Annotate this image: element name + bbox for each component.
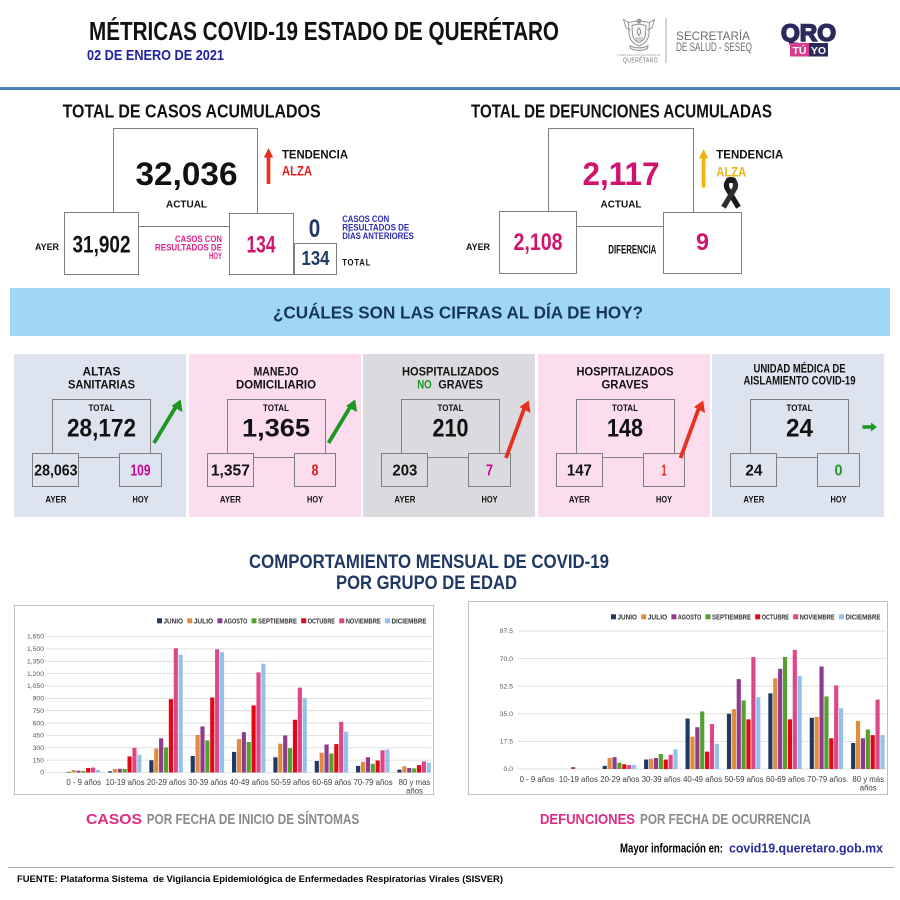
svg-text:años: años — [406, 787, 423, 796]
svg-text:AYER: AYER — [35, 242, 59, 253]
svg-text:JULIO: JULIO — [194, 617, 214, 626]
svg-text:ALZA: ALZA — [716, 163, 746, 179]
svg-text:150: 150 — [33, 757, 45, 764]
svg-text:40-49 años: 40-49 años — [683, 775, 722, 784]
svg-text:SECRETARÍA: SECRETARÍA — [676, 30, 750, 43]
svg-text:70.0: 70.0 — [500, 656, 513, 663]
svg-text:OCTUBRE: OCTUBRE — [308, 617, 335, 626]
svg-text:POR FECHA DE INICIO DE SÍNTOMA: POR FECHA DE INICIO DE SÍNTOMAS — [147, 811, 360, 828]
svg-text:0 - 9 años: 0 - 9 años — [66, 778, 101, 787]
svg-text:450: 450 — [33, 733, 45, 740]
svg-text:covid19.queretaro.gob.mx: covid19.queretaro.gob.mx — [729, 842, 883, 856]
svg-text:TENDENCIA: TENDENCIA — [282, 149, 348, 161]
svg-text:TOTAL DE CASOS ACUMULADOS: TOTAL DE CASOS ACUMULADOS — [63, 101, 321, 122]
svg-text:50-59 años: 50-59 años — [271, 778, 310, 787]
svg-text:NOVIEMBRE: NOVIEMBRE — [346, 617, 381, 626]
svg-text:AYER: AYER — [466, 242, 490, 253]
svg-text:DEFUNCIONES: DEFUNCIONES — [540, 811, 635, 828]
svg-text:0: 0 — [40, 770, 44, 777]
svg-text:40-49 años: 40-49 años — [230, 778, 269, 787]
svg-text:ALZA: ALZA — [282, 163, 312, 179]
svg-text:DICIEMBRE: DICIEMBRE — [846, 613, 881, 622]
svg-text:JUNIO: JUNIO — [618, 613, 638, 622]
svg-text:TENDENCIA: TENDENCIA — [716, 150, 783, 162]
svg-text:JULIO: JULIO — [648, 613, 668, 622]
svg-text:años: años — [860, 784, 877, 793]
svg-text:80 y mas: 80 y mas — [399, 778, 431, 787]
svg-text:MÉTRICAS COVID-19 ESTADO DE QU: MÉTRICAS COVID-19 ESTADO DE QUERÉTARO — [89, 16, 559, 46]
svg-text:Mayor información en:: Mayor información en: — [620, 842, 723, 856]
svg-text:70-79 años: 70-79 años — [807, 775, 846, 784]
svg-text:SEPTIEMBRE: SEPTIEMBRE — [712, 613, 751, 622]
svg-text:0: 0 — [309, 215, 321, 243]
svg-text:87.5: 87.5 — [500, 628, 513, 635]
svg-text:RESULTADOS DE: RESULTADOS DE — [342, 222, 409, 233]
svg-text:17.5: 17.5 — [500, 739, 513, 746]
svg-text:CASOS CON: CASOS CON — [175, 234, 222, 244]
svg-text:80 y más: 80 y más — [852, 775, 884, 784]
svg-text:DÍAS ANTERIORES: DÍAS ANTERIORES — [342, 231, 414, 242]
svg-text:CASOS CON: CASOS CON — [342, 214, 389, 225]
svg-text:1,050: 1,050 — [27, 683, 44, 690]
svg-text:1,200: 1,200 — [27, 671, 44, 678]
svg-text:600: 600 — [33, 720, 45, 727]
svg-text:DICIEMBRE: DICIEMBRE — [392, 617, 427, 626]
svg-text:1,350: 1,350 — [27, 659, 44, 666]
svg-text:PODER EJECUTIVO DEL ESTADO DE: PODER EJECUTIVO DEL ESTADO DE — [617, 54, 661, 57]
svg-text:QRO: QRO — [781, 20, 836, 47]
svg-text:CASOS: CASOS — [86, 811, 142, 828]
svg-text:10-19 años: 10-19 años — [106, 778, 145, 787]
svg-text:COMPORTAMIENTO MENSUAL DE COVI: COMPORTAMIENTO MENSUAL DE COVID-19 — [249, 552, 609, 573]
svg-text:TOTAL: TOTAL — [342, 257, 371, 268]
svg-text:OCTUBRE: OCTUBRE — [762, 613, 789, 622]
svg-text:30-39 años: 30-39 años — [642, 775, 681, 784]
svg-text:HOY: HOY — [209, 251, 222, 261]
svg-text:POR GRUPO DE EDAD: POR GRUPO DE EDAD — [336, 573, 517, 594]
svg-text:750: 750 — [33, 708, 45, 715]
svg-text:TÚ: TÚ — [793, 44, 807, 57]
svg-text:52.5: 52.5 — [500, 683, 513, 690]
svg-text:60-69 años: 60-69 años — [766, 775, 805, 784]
svg-text:20-29 años: 20-29 años — [600, 775, 639, 784]
svg-text:QUERÉTARO: QUERÉTARO — [623, 56, 658, 65]
svg-text:900: 900 — [33, 696, 45, 703]
svg-text:1,500: 1,500 — [27, 646, 44, 653]
svg-text:0 - 9 años: 0 - 9 años — [520, 775, 555, 784]
svg-text:POR FECHA DE OCURRENCIA: POR FECHA DE OCURRENCIA — [640, 811, 811, 828]
svg-text:YO: YO — [811, 45, 826, 57]
svg-text:20-29 años: 20-29 años — [147, 778, 186, 787]
svg-text:DE SALUD - SESEQ: DE SALUD - SESEQ — [676, 42, 752, 54]
svg-text:AGOSTO: AGOSTO — [224, 617, 248, 626]
svg-text:TOTAL DE DEFUNCIONES ACUMULADA: TOTAL DE DEFUNCIONES ACUMULADAS — [471, 101, 772, 122]
svg-text:JUNIO: JUNIO — [164, 617, 184, 626]
svg-text:02 DE ENERO DE 2021: 02 DE ENERO DE 2021 — [87, 47, 224, 64]
svg-text:50-59 años: 50-59 años — [724, 775, 763, 784]
svg-text:30-39 años: 30-39 años — [188, 778, 227, 787]
svg-text:NOVIEMBRE: NOVIEMBRE — [800, 613, 835, 622]
svg-text:DIFERENCIA: DIFERENCIA — [608, 244, 656, 256]
svg-text:0.0: 0.0 — [504, 766, 514, 773]
svg-text:300: 300 — [33, 745, 45, 752]
svg-text:SEPTIEMBRE: SEPTIEMBRE — [258, 617, 297, 626]
svg-text:AGOSTO: AGOSTO — [678, 613, 702, 622]
svg-text:10-19 años: 10-19 años — [559, 775, 598, 784]
svg-text:FUENTE: Plataforma Sistema de: FUENTE: Plataforma Sistema de Vigilancia… — [17, 874, 503, 885]
svg-text:RESULTADOS DE: RESULTADOS DE — [155, 243, 222, 253]
svg-text:1,650: 1,650 — [27, 634, 44, 641]
svg-text:60-69 años: 60-69 años — [312, 778, 351, 787]
svg-text:35.0: 35.0 — [500, 711, 513, 718]
svg-text:70-79 años: 70-79 años — [354, 778, 393, 787]
